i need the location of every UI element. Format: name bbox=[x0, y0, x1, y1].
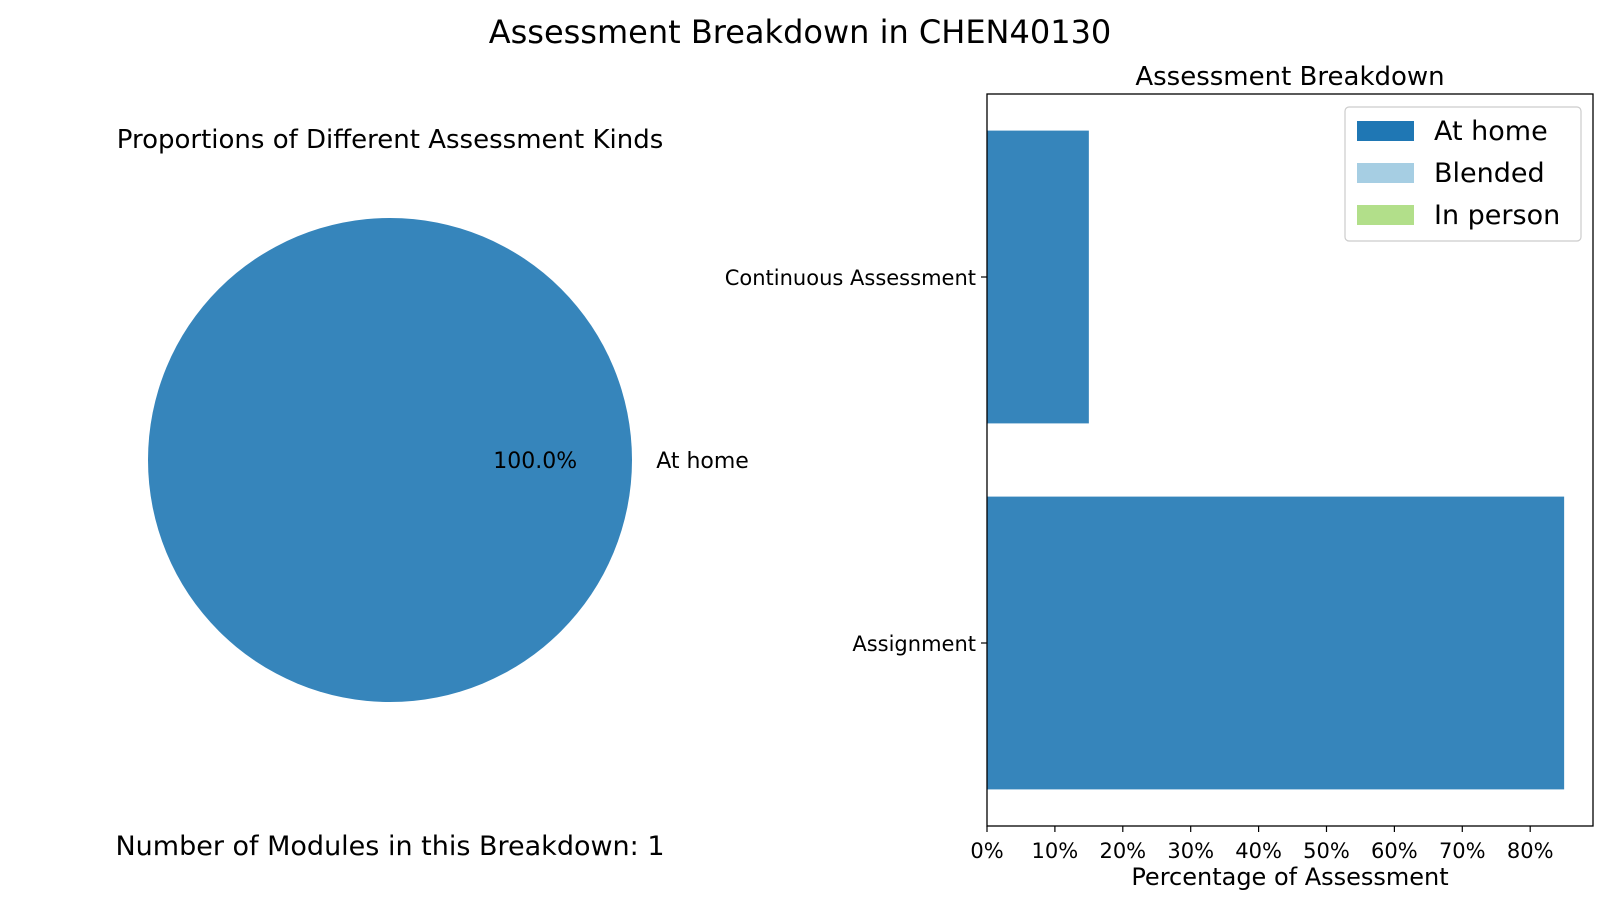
bar-chart-title: Assessment Breakdown bbox=[1135, 62, 1444, 92]
legend: At home Blended In person bbox=[1344, 106, 1582, 242]
bars bbox=[987, 130, 1565, 790]
y-tick-label: Continuous Assessment bbox=[725, 266, 976, 290]
x-axis: 0% 10% 20% 30% 40% 50% 60% 70% 80% bbox=[970, 826, 1554, 863]
x-tick-label: 40% bbox=[1235, 839, 1282, 863]
x-tick-label: 10% bbox=[1032, 839, 1079, 863]
x-axis-label: Percentage of Assessment bbox=[1131, 863, 1448, 891]
legend-label: In person bbox=[1434, 200, 1560, 231]
legend-swatch bbox=[1357, 121, 1414, 141]
x-tick-label: 80% bbox=[1507, 839, 1554, 863]
x-tick-label: 50% bbox=[1303, 839, 1350, 863]
bar-chart: Assessment Breakdown Continuous Assessme… bbox=[725, 62, 1594, 891]
pie-slice-label: At home bbox=[656, 449, 749, 474]
plot-frame bbox=[986, 93, 1594, 827]
pie-chart-title: Proportions of Different Assessment Kind… bbox=[117, 125, 664, 155]
x-tick-label: 70% bbox=[1439, 839, 1486, 863]
legend-swatch bbox=[1357, 163, 1414, 183]
bar bbox=[987, 496, 1565, 790]
x-tick-label: 60% bbox=[1371, 839, 1418, 863]
legend-label: Blended bbox=[1434, 158, 1545, 189]
pie-slice bbox=[148, 218, 632, 702]
figure-title: Assessment Breakdown in CHEN40130 bbox=[489, 13, 1112, 51]
pie-footnote: Number of Modules in this Breakdown: 1 bbox=[115, 831, 664, 862]
pie-slices: At home 100.0% bbox=[148, 218, 749, 702]
legend-label: At home bbox=[1434, 116, 1548, 147]
legend-swatch bbox=[1357, 205, 1414, 225]
x-tick-label: 0% bbox=[970, 839, 1003, 863]
pie-chart: Proportions of Different Assessment Kind… bbox=[115, 125, 748, 862]
pie-percent-label: 100.0% bbox=[493, 449, 577, 474]
y-axis: Continuous Assessment Assignment bbox=[725, 266, 987, 656]
x-tick-label: 20% bbox=[1099, 839, 1146, 863]
x-tick-label: 30% bbox=[1167, 839, 1214, 863]
bar bbox=[987, 130, 1089, 424]
y-tick-label: Assignment bbox=[852, 632, 976, 656]
